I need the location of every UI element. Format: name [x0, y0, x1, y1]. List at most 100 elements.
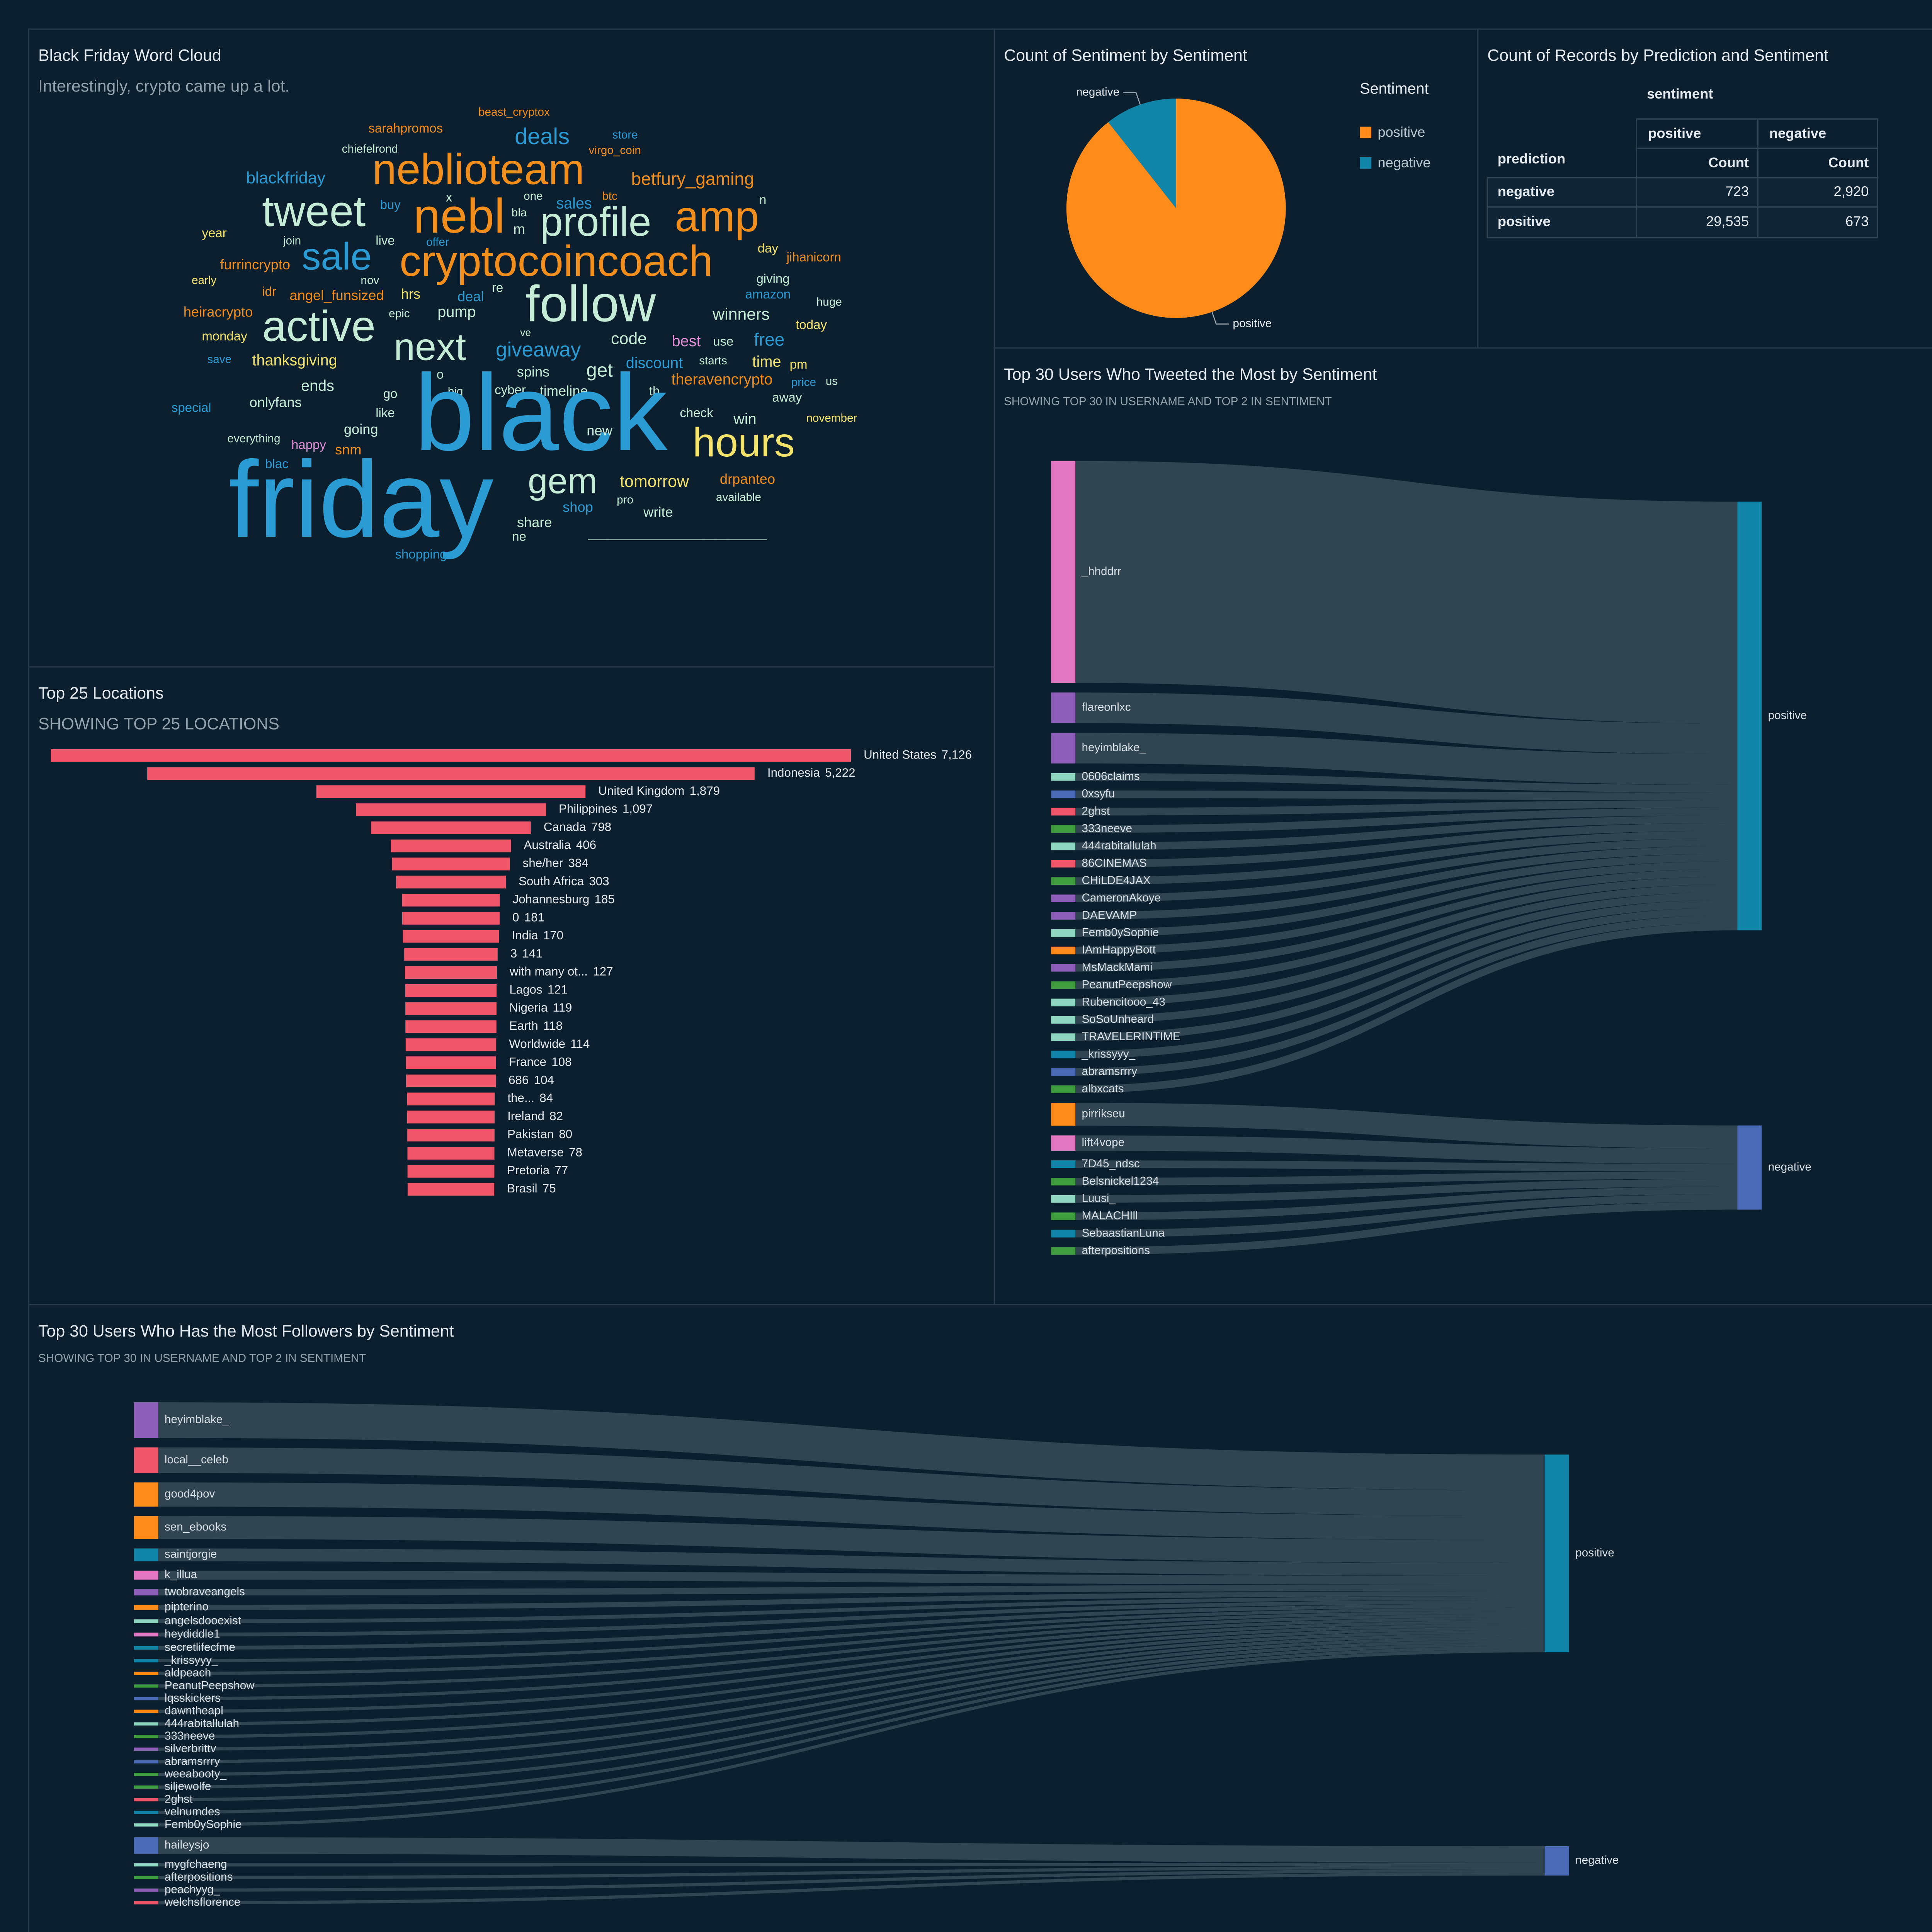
word: ne [512, 529, 526, 544]
source-node [134, 1447, 158, 1473]
link [158, 1617, 1545, 1701]
link [158, 1614, 1545, 1688]
table-cell: 723 [1725, 183, 1749, 199]
category-label: Canada [544, 820, 586, 834]
word: profile [540, 199, 651, 245]
bar-label: France 108 [509, 1055, 571, 1069]
source-node [134, 1837, 158, 1854]
bar [404, 948, 498, 961]
source-label: MsMackMami [1082, 961, 1152, 973]
column-header: sentiment [1647, 86, 1713, 102]
bar-label: 686 104 [509, 1073, 554, 1087]
target-node [1737, 502, 1762, 930]
table-cell: 29,535 [1706, 213, 1749, 229]
source-node [1051, 1051, 1075, 1059]
source-label: 0606claims [1082, 770, 1139, 783]
links [1075, 461, 1738, 1255]
word: deal [457, 289, 484, 304]
source-node [134, 1773, 158, 1776]
source-node [1051, 1016, 1075, 1024]
word: follow [526, 275, 656, 332]
source-label: 444rabitallulah [1082, 839, 1156, 852]
chart-title: Count of Records by Prediction and Senti… [1487, 46, 1828, 65]
bar [391, 839, 511, 852]
bar [371, 821, 531, 834]
word: angel_funsized [289, 287, 384, 303]
word: ends [301, 378, 334, 395]
word: thanksgiving [252, 352, 337, 369]
value-label: 798 [591, 820, 611, 834]
link [1075, 854, 1738, 937]
word: shop [563, 499, 593, 515]
word: pump [437, 303, 476, 320]
source-node [134, 1619, 158, 1623]
word: epic [389, 307, 410, 320]
source-label: abramsrrry [165, 1755, 220, 1767]
category-label: Metaverse [507, 1146, 564, 1159]
word: price [791, 376, 816, 389]
link [1075, 922, 1738, 1093]
link [158, 1643, 1545, 1801]
legend-swatch [1360, 157, 1371, 169]
word: discount [626, 354, 683, 371]
source-label: twobraveangels [165, 1585, 245, 1598]
value-label: 384 [568, 856, 588, 870]
source-label: Rubencitooo_43 [1082, 995, 1165, 1008]
word: starts [699, 354, 727, 367]
category-label: South Africa [519, 874, 584, 888]
source-node [1051, 692, 1075, 723]
bar [407, 1165, 495, 1178]
link [1075, 823, 1738, 868]
chart-subtitle: SHOWING TOP 30 IN USERNAME AND TOP 2 IN … [38, 1352, 366, 1365]
bar-label: she/her 384 [523, 856, 588, 870]
word: away [772, 390, 802, 405]
bar [407, 1092, 495, 1105]
source-label: _hhddrr [1081, 565, 1121, 578]
source-node [134, 1811, 158, 1814]
link [1075, 733, 1738, 785]
word: happy [291, 437, 326, 452]
source-label: MALACHIll [1082, 1209, 1138, 1222]
column-label: negative [1769, 125, 1826, 141]
source-node [134, 1589, 158, 1595]
link [1075, 892, 1738, 1024]
word: tomorrow [620, 472, 689, 491]
link [158, 1636, 1545, 1776]
category-label: Worldwide [509, 1037, 565, 1051]
source-node [134, 1633, 158, 1637]
word: snm [335, 442, 362, 457]
value-label: 119 [553, 1001, 572, 1014]
link [158, 1646, 1545, 1814]
link [1075, 1202, 1738, 1255]
bar [405, 966, 497, 979]
category-label: 686 [509, 1073, 529, 1087]
category-label: Brasil [507, 1182, 537, 1195]
link [158, 1872, 1545, 1905]
word: hours [693, 420, 795, 465]
source-node [1051, 1178, 1075, 1185]
legend-swatch [1360, 126, 1371, 138]
bar [147, 767, 755, 780]
bar-label: with many ot... 127 [509, 965, 613, 978]
link [158, 1596, 1545, 1623]
source-label: afterpositions [1082, 1244, 1150, 1257]
links [158, 1402, 1545, 1905]
word: th [649, 384, 660, 398]
panel-borders [28, 28, 1932, 1932]
chart-title: Top 25 Locations [38, 684, 163, 702]
source-node [134, 1516, 158, 1539]
source-label: Belsnickel1234 [1082, 1175, 1159, 1187]
link [158, 1548, 1545, 1576]
source-label: TRAVELERINTIME [1082, 1030, 1180, 1043]
source-label: heydiddle1 [165, 1628, 220, 1640]
word-cloud: beast_cryptox sarahpromos store deals chiefe… [172, 105, 857, 561]
link [1075, 461, 1738, 724]
bar [405, 1002, 497, 1015]
bar-label: Earth 118 [509, 1019, 563, 1032]
link [1075, 846, 1738, 920]
source-label: saintjorgie [165, 1548, 217, 1561]
word: win [733, 411, 756, 428]
target-label: negative [1768, 1160, 1811, 1173]
source-label: heyimblake_ [1082, 741, 1146, 754]
source-node [1051, 773, 1075, 781]
